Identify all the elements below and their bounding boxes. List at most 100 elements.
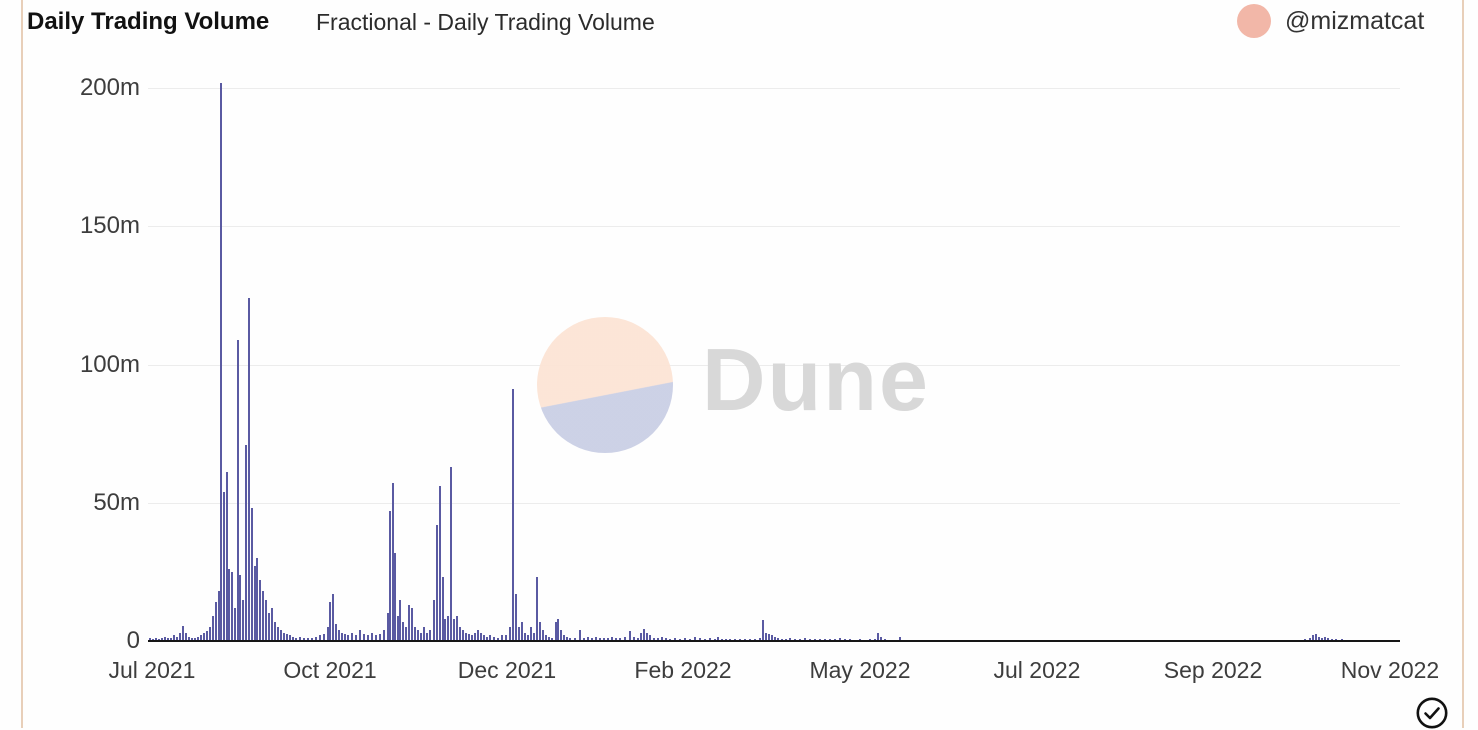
bar	[629, 631, 631, 641]
x-axis-label: Dec 2021	[457, 657, 557, 683]
bar	[355, 635, 357, 641]
bar	[341, 633, 343, 641]
bar	[765, 633, 767, 641]
bar	[271, 608, 273, 641]
bar	[699, 638, 701, 641]
bar	[363, 634, 365, 641]
bar	[518, 627, 520, 641]
bar	[338, 630, 340, 641]
bar	[299, 637, 301, 641]
bar	[234, 608, 236, 641]
bar	[640, 633, 642, 641]
author-handle[interactable]: @mizmatcat	[1285, 7, 1425, 35]
bar	[256, 558, 258, 641]
bar	[197, 637, 199, 641]
x-axis-line	[148, 640, 1400, 642]
bar	[665, 638, 667, 641]
bar	[408, 605, 410, 641]
chart-title: Daily Trading Volume	[27, 8, 270, 35]
bar	[839, 638, 841, 641]
y-axis-label: 200m	[79, 74, 140, 101]
bar	[447, 616, 449, 641]
bar	[762, 620, 764, 641]
bar	[295, 638, 297, 641]
bar	[661, 637, 663, 641]
gridline-200m	[148, 87, 1400, 89]
bar	[394, 553, 396, 641]
gridline-100m	[148, 364, 1400, 366]
x-axis-label: Jul 2022	[993, 657, 1081, 683]
x-axis-label: Nov 2022	[1340, 657, 1440, 683]
bar	[899, 637, 901, 641]
y-axis-label: 100m	[79, 351, 140, 378]
bar	[607, 638, 609, 641]
bar	[423, 627, 425, 641]
bar	[405, 627, 407, 641]
bar	[351, 633, 353, 641]
bar	[563, 635, 565, 641]
bar	[505, 635, 507, 641]
bar	[674, 638, 676, 641]
bar	[1324, 637, 1326, 641]
bar	[653, 638, 655, 641]
card-border-left	[21, 0, 23, 728]
bar	[717, 637, 719, 641]
bar	[215, 602, 217, 641]
bar	[161, 638, 163, 641]
bar	[493, 637, 495, 641]
bar	[149, 638, 151, 641]
bar	[379, 634, 381, 641]
bar	[489, 635, 491, 641]
bar	[771, 635, 773, 641]
bar	[274, 622, 276, 641]
bar	[303, 638, 305, 641]
bar	[557, 619, 559, 641]
bar	[239, 575, 241, 641]
bar	[637, 638, 639, 641]
x-axis-label: Jul 2021	[108, 657, 196, 683]
bar	[497, 638, 499, 641]
bar	[387, 613, 389, 641]
card-border-right	[1462, 0, 1464, 728]
bar	[450, 467, 452, 641]
bar	[530, 627, 532, 641]
bar	[633, 637, 635, 641]
bar	[223, 492, 225, 641]
bar	[542, 630, 544, 641]
bar	[533, 633, 535, 641]
bar	[1327, 638, 1329, 641]
bar	[591, 638, 593, 641]
bar	[347, 635, 349, 641]
bar	[774, 637, 776, 641]
y-axis-label: 50m	[93, 489, 140, 516]
bar	[684, 638, 686, 641]
bar	[471, 635, 473, 641]
circled-checkmark-icon[interactable]	[1415, 696, 1449, 730]
bar	[569, 638, 571, 641]
bar	[459, 627, 461, 641]
bar	[315, 637, 317, 641]
x-axis-label: Feb 2022	[634, 657, 732, 683]
bar	[545, 635, 547, 641]
author-avatar[interactable]	[1237, 4, 1271, 38]
bar	[402, 622, 404, 641]
bar	[265, 600, 267, 641]
bar	[468, 634, 470, 641]
x-axis-label: Oct 2021	[283, 657, 377, 683]
bar	[329, 602, 331, 641]
bar	[595, 637, 597, 641]
bar	[1312, 635, 1314, 641]
bar	[509, 627, 511, 641]
bar	[456, 616, 458, 641]
bar	[880, 637, 882, 641]
bar	[453, 619, 455, 641]
bar	[777, 638, 779, 641]
bar	[176, 637, 178, 641]
bar	[1309, 638, 1311, 641]
bar	[218, 591, 220, 641]
bar	[228, 569, 230, 641]
bar	[200, 635, 202, 641]
gridline-50m	[148, 502, 1400, 504]
bar	[1321, 638, 1323, 641]
bar	[254, 566, 256, 641]
